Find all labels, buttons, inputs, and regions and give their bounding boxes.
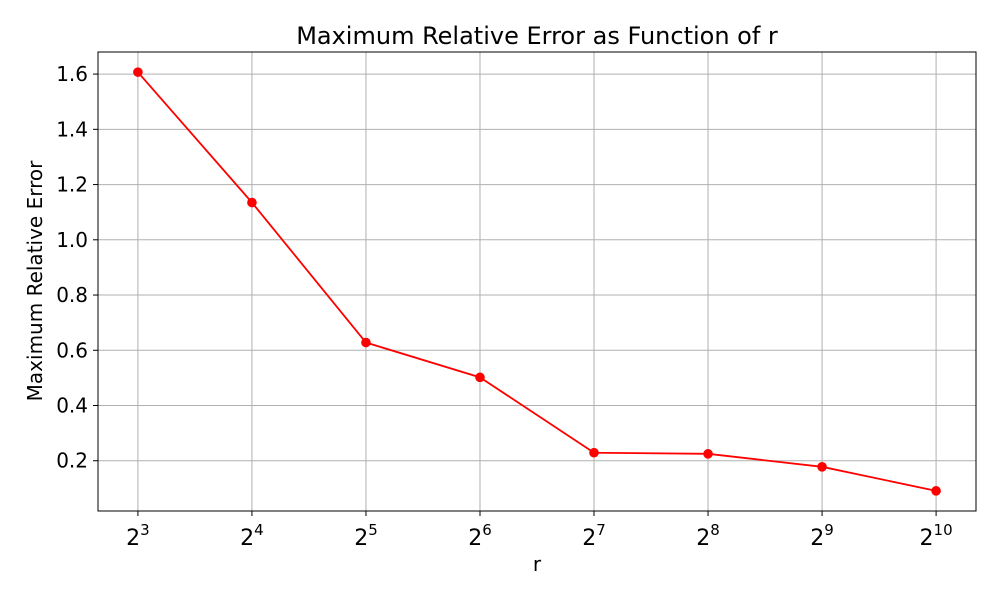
series-line bbox=[137, 71, 937, 492]
x-tick-base: 2 bbox=[126, 526, 140, 551]
data-point bbox=[361, 337, 371, 348]
data-point bbox=[931, 486, 941, 496]
data-point bbox=[133, 67, 143, 77]
axis-ticks: 23 24 25 26 27 28 29 2100.20.40.60.81.01.21.41.… bbox=[56, 62, 952, 551]
y-tick-label: 1.6 bbox=[56, 62, 88, 86]
x-tick-base: 2 bbox=[468, 526, 482, 551]
x-tick-label: 25 bbox=[354, 521, 378, 551]
x-tick-exponent: 8 bbox=[710, 521, 720, 539]
x-tick-base: 2 bbox=[582, 526, 596, 551]
y-tick-label: 1.4 bbox=[56, 117, 88, 141]
x-tick-exponent: 10 bbox=[934, 521, 953, 539]
data-point bbox=[703, 449, 713, 459]
x-tick-label: 29 bbox=[810, 521, 834, 551]
x-tick-exponent: 7 bbox=[596, 521, 606, 539]
data-point bbox=[247, 197, 257, 208]
chart-title: Maximum Relative Error as Function of r bbox=[296, 22, 778, 50]
x-tick-base: 2 bbox=[920, 526, 934, 551]
x-tick-label: 27 bbox=[582, 521, 606, 551]
y-axis-label: Maximum Relative Error bbox=[23, 160, 47, 401]
plot-frame bbox=[97, 51, 977, 512]
y-tick-label: 0.6 bbox=[56, 338, 88, 362]
x-tick-base: 2 bbox=[810, 526, 824, 551]
x-tick-label: 24 bbox=[240, 521, 264, 551]
x-tick-base: 2 bbox=[240, 526, 254, 551]
x-tick-exponent: 3 bbox=[140, 521, 150, 539]
x-tick-exponent: 5 bbox=[368, 521, 378, 539]
data-point bbox=[589, 447, 599, 458]
grid bbox=[98, 52, 976, 511]
x-tick-label: 210 bbox=[920, 521, 953, 551]
x-tick-exponent: 9 bbox=[824, 521, 834, 539]
x-tick-label: 23 bbox=[126, 521, 150, 551]
series-layer bbox=[133, 67, 941, 496]
y-tick-label: 1.2 bbox=[56, 173, 88, 197]
x-axis-label: r bbox=[533, 552, 542, 576]
y-tick-label: 1.0 bbox=[56, 228, 88, 252]
x-tick-label: 28 bbox=[696, 521, 720, 551]
y-tick-label: 0.8 bbox=[56, 283, 88, 307]
x-tick-exponent: 4 bbox=[254, 521, 264, 539]
x-tick-exponent: 6 bbox=[482, 521, 492, 539]
data-point bbox=[475, 372, 485, 383]
y-tick-label: 0.4 bbox=[56, 394, 88, 418]
data-point bbox=[817, 462, 827, 472]
x-tick-label: 26 bbox=[468, 521, 492, 551]
x-tick-base: 2 bbox=[354, 526, 368, 551]
y-tick-label: 0.2 bbox=[56, 449, 88, 473]
x-tick-base: 2 bbox=[696, 526, 710, 551]
